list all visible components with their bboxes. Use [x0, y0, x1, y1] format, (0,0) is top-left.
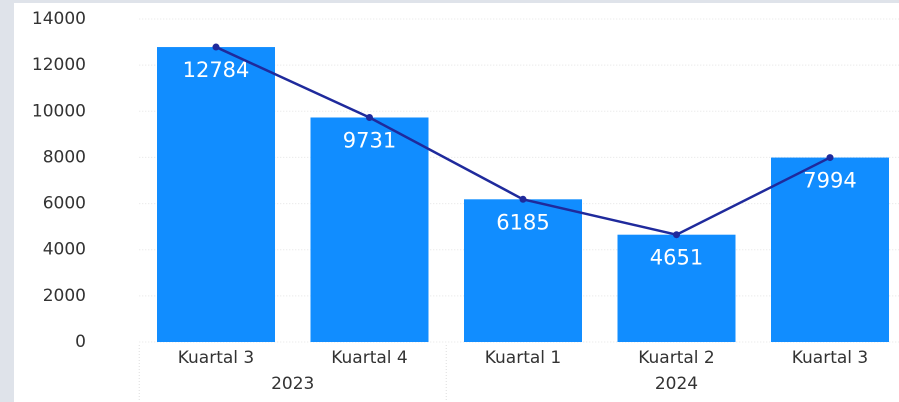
y-tick-label: 0 — [75, 332, 86, 352]
x-tick-label: Kuartal 3 — [792, 348, 869, 368]
x-tick-label: Kuartal 4 — [331, 348, 408, 368]
y-tick-label: 14000 — [32, 9, 86, 29]
line-marker — [826, 154, 834, 162]
bar — [157, 47, 275, 342]
x-tick-label: Kuartal 2 — [638, 348, 715, 368]
y-tick-label: 4000 — [43, 240, 86, 260]
data-label: 6185 — [496, 210, 549, 234]
y-tick-label: 2000 — [43, 286, 86, 306]
line-marker — [366, 113, 373, 121]
bar — [617, 234, 736, 342]
y-tick-label: 8000 — [43, 147, 86, 167]
data-label: 9731 — [343, 128, 396, 152]
data-label: 7994 — [803, 169, 856, 193]
group-label: 2023 — [271, 374, 314, 394]
y-tick-label: 10000 — [32, 101, 86, 121]
x-tick-label: Kuartal 3 — [178, 348, 255, 368]
data-label: 12784 — [183, 58, 250, 82]
bar — [464, 199, 582, 342]
y-tick-label: 12000 — [32, 55, 86, 75]
bar — [310, 117, 429, 342]
data-label: 4651 — [650, 246, 703, 270]
bar — [771, 157, 889, 342]
line-marker — [673, 231, 680, 239]
group-label: 2024 — [655, 374, 698, 394]
line-marker — [519, 195, 527, 203]
y-tick-label: 6000 — [43, 194, 86, 214]
x-tick-label: Kuartal 1 — [485, 348, 562, 368]
line-marker — [212, 43, 220, 51]
